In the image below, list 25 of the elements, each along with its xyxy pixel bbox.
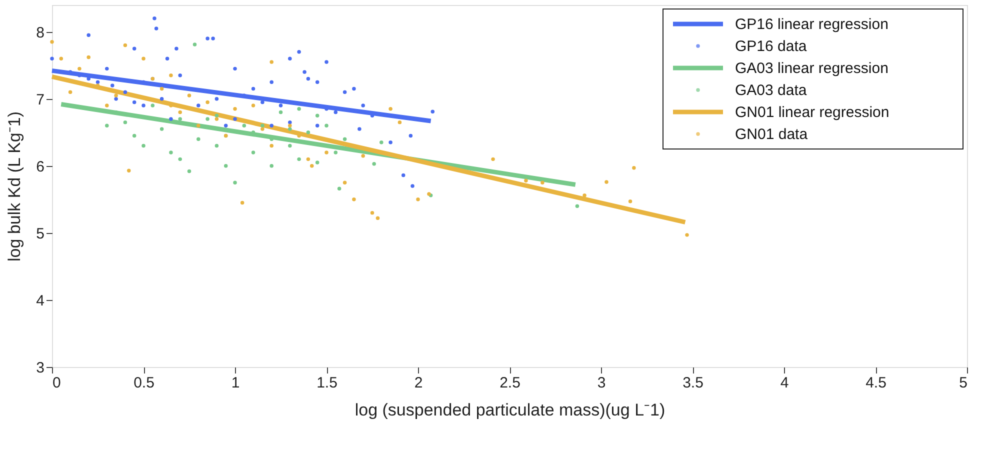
legend-label: GN01 data <box>735 126 808 143</box>
x-axis-title: log (suspended particulate mass)(ug L⁻1) <box>354 400 666 420</box>
x-tick-label: 2.5 <box>500 374 520 392</box>
legend-label: GN01 linear regression <box>735 104 890 121</box>
x-tick-label: 1 <box>231 374 240 392</box>
x-tick-label: 5 <box>959 374 968 392</box>
y-axis-title: log bulk Kd (L Kg⁻1) <box>5 112 24 262</box>
legend-label: GA03 linear regression <box>735 60 888 77</box>
x-tick-label: 4 <box>780 374 789 392</box>
legend-label: GA03 data <box>735 82 808 99</box>
x-tick-label: 4.5 <box>866 374 886 392</box>
y-tick-label: 5 <box>36 225 44 242</box>
x-tick-label: 3 <box>597 374 606 392</box>
y-tick-label: 7 <box>36 91 44 108</box>
legend-label: GP16 data <box>735 38 808 55</box>
legend-label: GP16 linear regression <box>735 16 888 33</box>
x-tick-label: 1.5 <box>316 374 338 392</box>
x-tick-label: 2 <box>414 374 423 392</box>
x-tick-label: 0.5 <box>134 374 154 392</box>
x-tick-label: 3.5 <box>682 374 704 392</box>
y-tick-label: 6 <box>36 158 44 176</box>
y-tick-label: 4 <box>36 292 44 310</box>
x-tick-label: 0 <box>52 374 61 392</box>
y-tick-label: 8 <box>36 24 44 42</box>
y-tick-label: 3 <box>36 360 44 376</box>
